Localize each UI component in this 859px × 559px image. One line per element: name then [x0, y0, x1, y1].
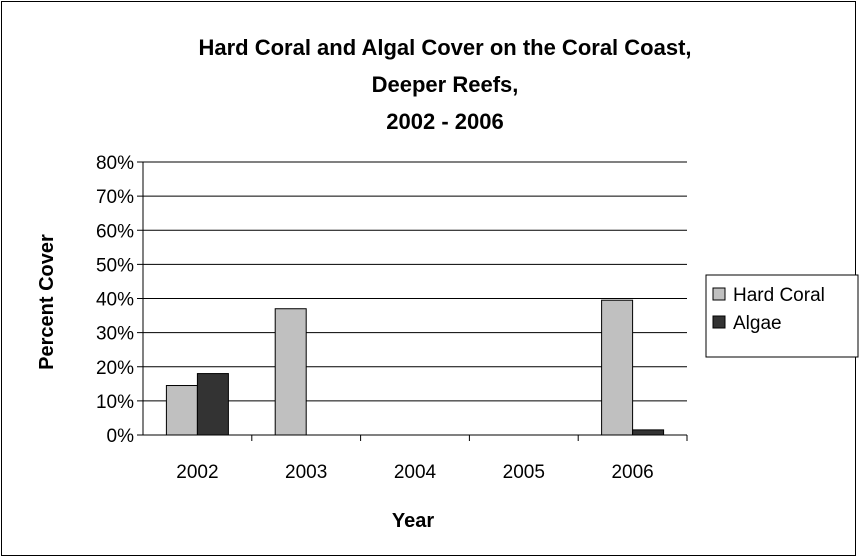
legend: Hard Coral Algae: [705, 274, 859, 358]
legend-items: Hard Coral Algae: [712, 285, 825, 334]
gridlines: [143, 161, 687, 402]
x-tick-label: 2003: [285, 462, 327, 483]
bar-hard-coral-2003: [274, 308, 307, 436]
bar-hard-coral-2002: [165, 385, 198, 436]
legend-box: [705, 274, 859, 358]
chart-title-line-1: Hard Coral and Algal Cover on the Coral …: [198, 35, 691, 60]
bars: [165, 299, 665, 436]
y-tick-label: 50%: [96, 255, 134, 276]
y-tick-label: 60%: [96, 221, 134, 242]
y-tick-label: 30%: [96, 324, 134, 345]
x-tick-label: 2002: [176, 462, 218, 483]
x-tick-label: 2005: [503, 462, 545, 483]
y-tick-label: 20%: [96, 358, 134, 379]
chart-title: Hard Coral and Algal Cover on the Coral …: [198, 35, 691, 134]
y-tick-label: 0%: [107, 426, 135, 447]
x-tick-label: 2006: [611, 462, 653, 483]
legend-swatch: [712, 315, 726, 329]
x-tick-label: 2004: [394, 462, 437, 483]
legend-label: Algae: [733, 313, 782, 334]
y-tick-label: 80%: [96, 153, 134, 174]
x-axis-title: Year: [392, 510, 434, 532]
legend-swatch: [712, 287, 726, 301]
y-tick-label: 10%: [96, 392, 134, 413]
bar-algae-2002: [196, 373, 229, 436]
legend-label: Hard Coral: [733, 285, 825, 306]
y-axis-title: Percent Cover: [36, 234, 58, 370]
bar-algae-2006: [632, 429, 665, 436]
y-tick-label: 40%: [96, 290, 134, 311]
bar-hard-coral-2006: [601, 299, 634, 436]
y-tick-labels: 0% 10% 20% 30% 40% 50% 60% 70% 80%: [96, 153, 134, 447]
y-tick-label: 70%: [96, 187, 134, 208]
x-tick-labels: 2002 2003 2004 2005 2006: [176, 462, 653, 483]
chart-title-line-2: Deeper Reefs,: [372, 72, 519, 97]
chart-title-line-3: 2002 - 2006: [386, 109, 503, 134]
axes: [137, 161, 688, 441]
